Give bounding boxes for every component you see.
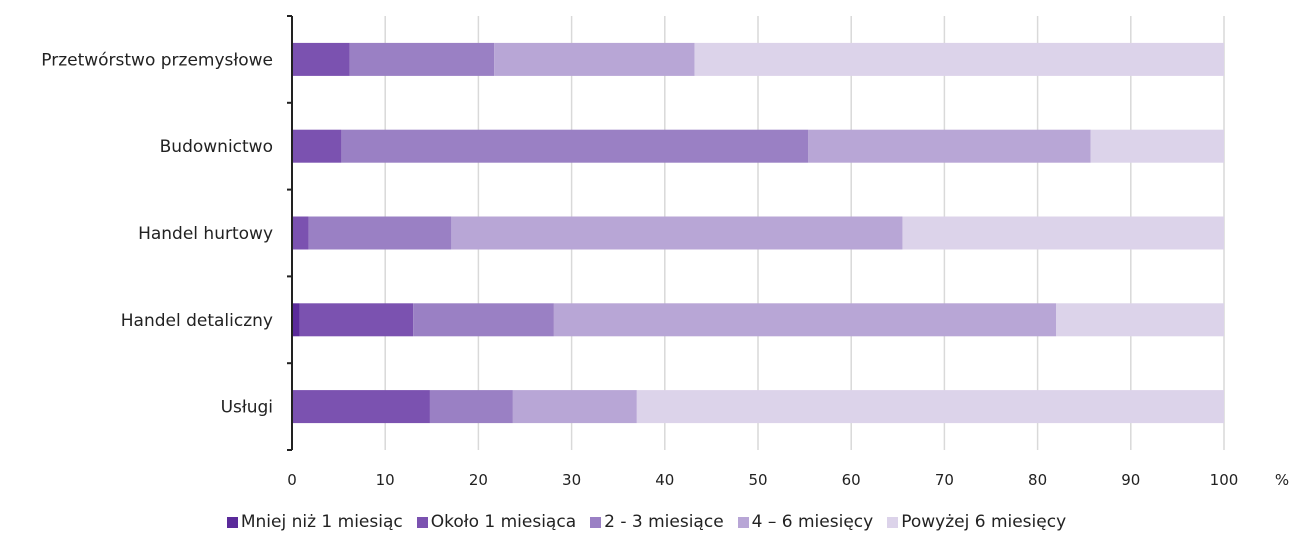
legend-label: Około 1 miesiąca [430, 512, 577, 532]
bar-segment [451, 216, 903, 250]
x-unit-label: % [1275, 471, 1289, 489]
legend-swatch [226, 516, 238, 528]
bar-segment [413, 303, 554, 337]
x-tick-label: 60 [842, 471, 861, 489]
bar-segment [636, 390, 1224, 424]
legend-label: 2 - 3 miesiące [604, 512, 724, 532]
bar-segment [512, 390, 637, 424]
bar-segment [308, 216, 452, 250]
legend-swatch [887, 516, 899, 528]
category-label: Usługi [221, 398, 273, 418]
bar-segment [694, 42, 1224, 76]
x-tick-label: 40 [655, 471, 674, 489]
legend-item: 2 - 3 miesiące [590, 509, 724, 535]
legend-swatch [737, 516, 749, 528]
bar-segment [1056, 303, 1224, 337]
legend-item: Powyżej 6 miesięcy [887, 509, 1066, 535]
bar-segment [341, 129, 809, 163]
category-labels: Przetwórstwo przemysłowe Budownictwo Hande… [41, 50, 273, 417]
category-label: Handel hurtowy [138, 224, 273, 244]
bar-segment [429, 390, 513, 424]
category-label: Budownictwo [160, 137, 273, 157]
bar-segment [1090, 129, 1224, 163]
x-tick-label: 50 [748, 471, 767, 489]
bar-segment [494, 42, 695, 76]
category-label: Przetwórstwo przemysłowe [41, 50, 273, 70]
x-tick-label: 20 [469, 471, 488, 489]
bar-segment [299, 303, 414, 337]
x-tick-labels: 0 10 20 30 40 50 60 70 80 90 100 [287, 471, 1238, 489]
legend-item: Mniej niż 1 miesiąc [226, 509, 403, 535]
bar-segment [292, 42, 350, 76]
legend-item: Około 1 miesiąca [416, 509, 577, 535]
bar-segment [902, 216, 1224, 250]
chart: Przetwórstwo przemysłowe Budownictwo Hande… [41, 15, 1289, 489]
legend-item: 4 – 6 miesięcy [737, 509, 874, 535]
bar-segment [292, 129, 342, 163]
x-tick-label: 80 [1028, 471, 1047, 489]
legend-label: 4 – 6 miesięcy [751, 512, 874, 532]
x-tick-label: 100 [1210, 471, 1239, 489]
x-tick-label: 0 [287, 471, 297, 489]
bar-segment [292, 303, 300, 337]
bar-segment [292, 216, 309, 250]
category-label: Handel detaliczny [121, 311, 273, 331]
bar-segment [349, 42, 495, 76]
bar-segment [553, 303, 1057, 337]
x-tick-label: 90 [1121, 471, 1140, 489]
legend-label: Mniej niż 1 miesiąc [240, 512, 403, 532]
x-tick-label: 10 [376, 471, 395, 489]
legend-swatch [590, 516, 602, 528]
bars [292, 42, 1224, 424]
legend-swatch [416, 516, 428, 528]
legend-label: Powyżej 6 miesięcy [901, 512, 1067, 532]
axes [287, 15, 293, 451]
bar-segment [808, 129, 1091, 163]
legend: Mniej niż 1 miesiąc Około 1 miesiąca 2 - 3… [0, 509, 1293, 535]
x-tick-label: 70 [935, 471, 954, 489]
x-tick-label: 30 [562, 471, 581, 489]
bar-segment [292, 390, 430, 424]
